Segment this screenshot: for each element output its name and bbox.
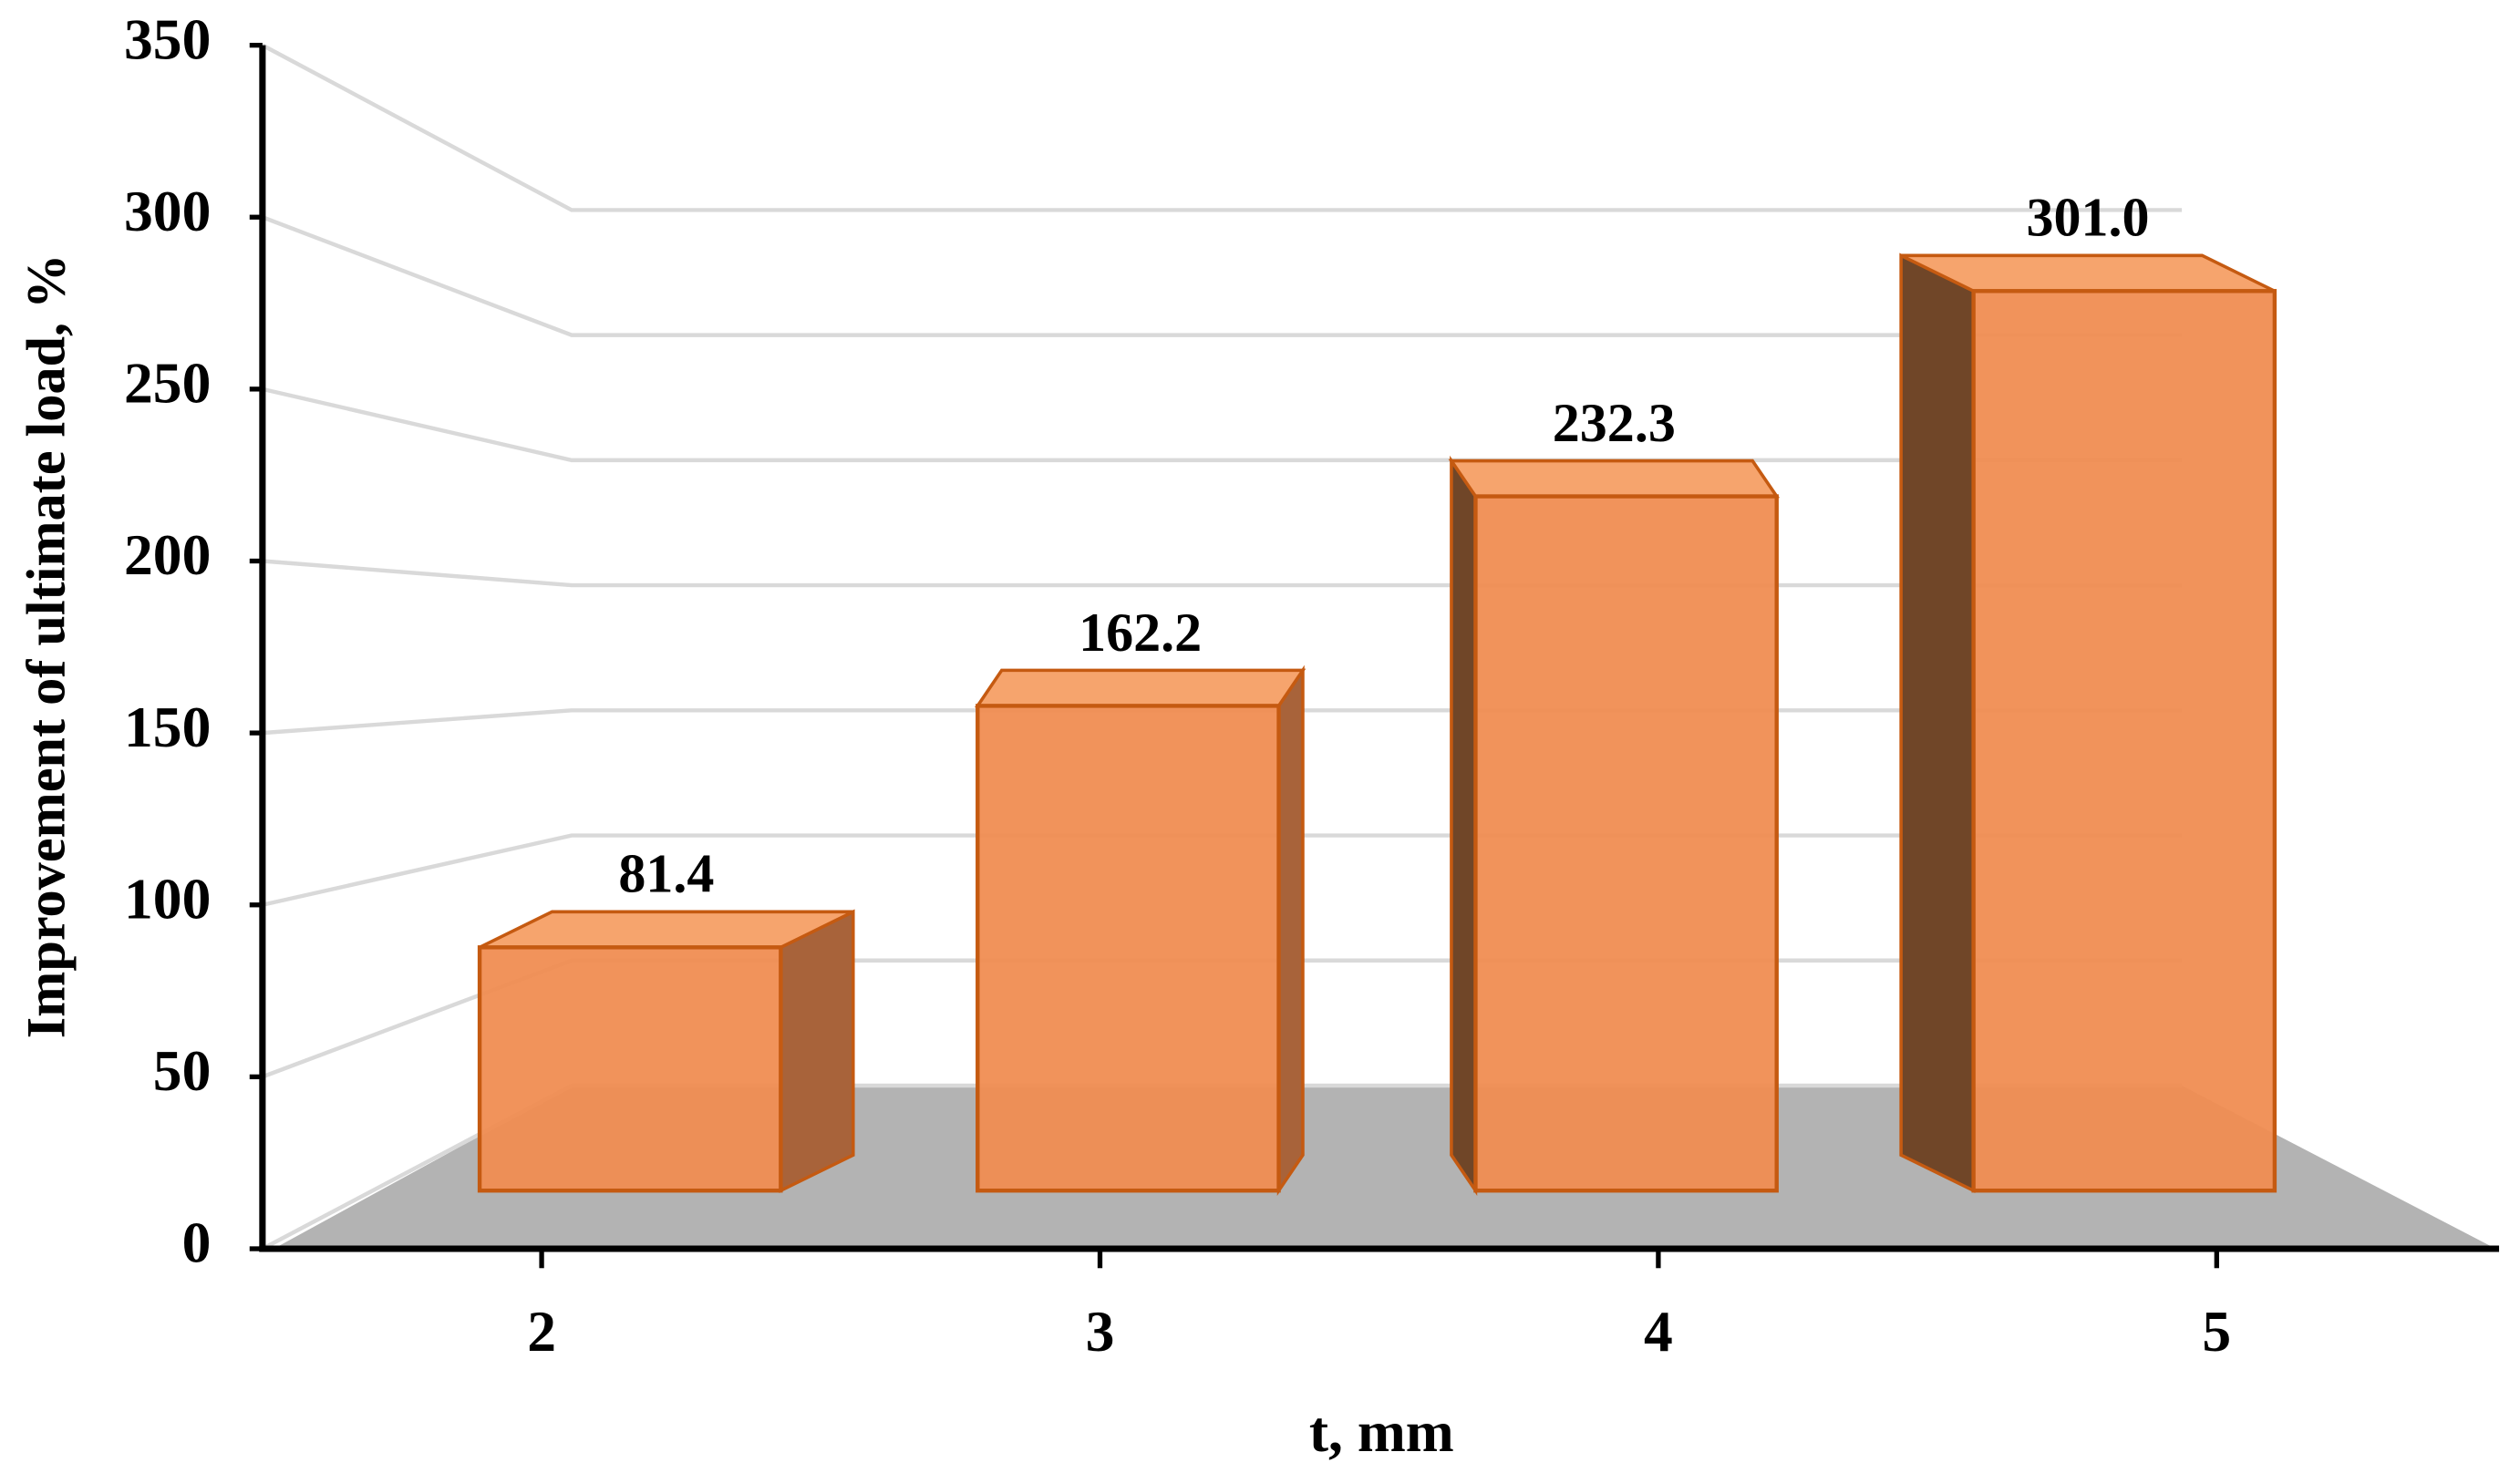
value-label: 232.3 xyxy=(1553,393,1676,454)
value-label: 162.2 xyxy=(1079,602,1202,664)
bar-side xyxy=(1450,455,1478,1196)
value-label: 81.4 xyxy=(618,844,714,905)
x-axis-title: t, mm xyxy=(1309,1399,1454,1464)
grid-line xyxy=(261,43,2183,212)
y-tick-label: 100 xyxy=(124,866,211,931)
x-tick-label: 3 xyxy=(1086,1299,1115,1364)
y-tick-label: 350 xyxy=(124,6,211,71)
bar xyxy=(477,945,783,1193)
bar xyxy=(1971,289,2277,1193)
bar xyxy=(1473,494,1779,1193)
bar-top xyxy=(974,668,1306,708)
y-axis-title: Improvement of ultimate load, % xyxy=(15,254,77,1039)
grid-line xyxy=(262,215,2183,337)
y-tick-label: 250 xyxy=(124,350,211,415)
x-tick-label: 5 xyxy=(2202,1299,2231,1364)
y-tick-label: 150 xyxy=(124,695,211,759)
grid-line xyxy=(262,386,2183,463)
grid-line xyxy=(262,559,2183,588)
value-label: 301.0 xyxy=(2026,188,2149,249)
bar-top xyxy=(1448,458,1781,499)
bars: 81.4 162.2 232.3 301.0 xyxy=(477,188,2277,1196)
bar-side xyxy=(1276,664,1305,1196)
y-tick-label: 50 xyxy=(153,1038,212,1103)
y-tick-label: 0 xyxy=(182,1210,212,1275)
y-tick-label: 300 xyxy=(124,179,211,243)
y-tick-label: 200 xyxy=(124,522,211,587)
bar xyxy=(976,704,1281,1193)
x-tick-label: 2 xyxy=(527,1299,556,1364)
bar-side xyxy=(1899,252,1976,1194)
x-tick-label: 4 xyxy=(1644,1299,1673,1364)
bar-side xyxy=(779,909,855,1194)
